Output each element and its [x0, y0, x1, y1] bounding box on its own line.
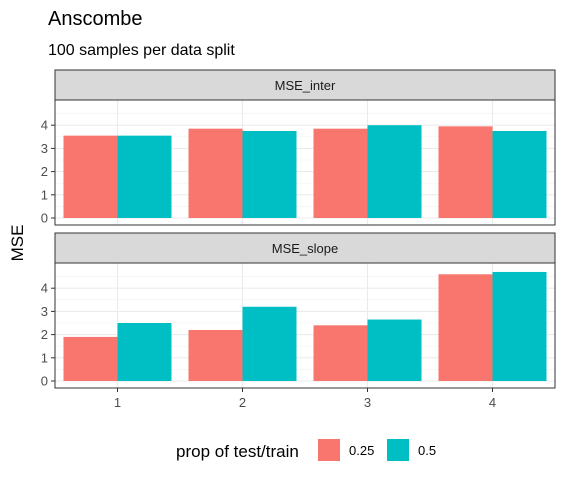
bar-MSE_inter-1-0.25	[63, 135, 118, 218]
x-tick-label: 4	[489, 395, 496, 410]
bar-MSE_slope-2-0.5	[242, 306, 297, 381]
bar-MSE_inter-4-0.25	[438, 126, 493, 218]
y-tick-label: 1	[41, 350, 48, 365]
bar-MSE_inter-4-0.5	[492, 131, 547, 218]
y-tick-label: 3	[41, 141, 48, 156]
y-tick-label: 4	[41, 118, 48, 133]
y-tick-label: 2	[41, 327, 48, 342]
bar-MSE_inter-1-0.5	[117, 135, 172, 218]
bar-MSE_slope-3-0.5	[367, 319, 422, 381]
facet-panel-MSE_inter: MSE_inter 0 1 2 3 4	[41, 69, 556, 226]
chart-subtitle: 100 samples per data split	[48, 42, 235, 59]
legend-label: 0.25	[349, 443, 374, 458]
bar-MSE_slope-3-0.25	[313, 325, 368, 381]
bar-MSE_inter-3-0.5	[367, 125, 422, 218]
bar-MSE_slope-2-0.25	[188, 329, 243, 381]
y-axis-title: MSE	[8, 225, 27, 262]
facet-strip	[54, 69, 556, 101]
x-axis: 1 2 3 4	[114, 388, 496, 410]
bar-MSE_inter-2-0.25	[188, 128, 243, 218]
facet-strip	[54, 232, 556, 264]
legend: prop of test/train 0.25 0.5	[176, 439, 436, 461]
panel-border	[54, 99, 556, 226]
bar-MSE_inter-3-0.25	[313, 128, 368, 218]
chart-title: Anscombe	[48, 8, 143, 30]
legend-key-0.25	[318, 439, 340, 461]
x-tick-label: 2	[239, 395, 246, 410]
facet-strip-label: MSE_slope	[272, 241, 338, 256]
y-tick-label: 3	[41, 304, 48, 319]
facet-panel-MSE_slope: MSE_slope 0 1 2 3 4	[41, 232, 556, 389]
legend-label: 0.5	[418, 443, 436, 458]
bar-MSE_slope-4-0.5	[492, 271, 547, 381]
x-tick-label: 3	[364, 395, 371, 410]
y-tick-label: 4	[41, 281, 48, 296]
bar-MSE_inter-2-0.5	[242, 131, 297, 218]
facet-strip-label: MSE_inter	[275, 78, 336, 93]
bar-MSE_slope-1-0.5	[117, 323, 172, 381]
panel-border	[54, 262, 556, 389]
facet-panels: MSE_inter 0 1 2 3 4 MSE_slope 0 1 2 3 4	[41, 69, 556, 389]
y-tick-label: 0	[41, 211, 48, 226]
x-tick-label: 1	[114, 395, 121, 410]
bar-MSE_slope-1-0.25	[63, 336, 118, 381]
bar-MSE_slope-4-0.25	[438, 274, 493, 381]
y-tick-label: 2	[41, 164, 48, 179]
legend-key-0.5	[387, 439, 409, 461]
legend-title: prop of test/train	[176, 442, 299, 461]
y-tick-label: 0	[41, 374, 48, 389]
y-tick-label: 1	[41, 187, 48, 202]
